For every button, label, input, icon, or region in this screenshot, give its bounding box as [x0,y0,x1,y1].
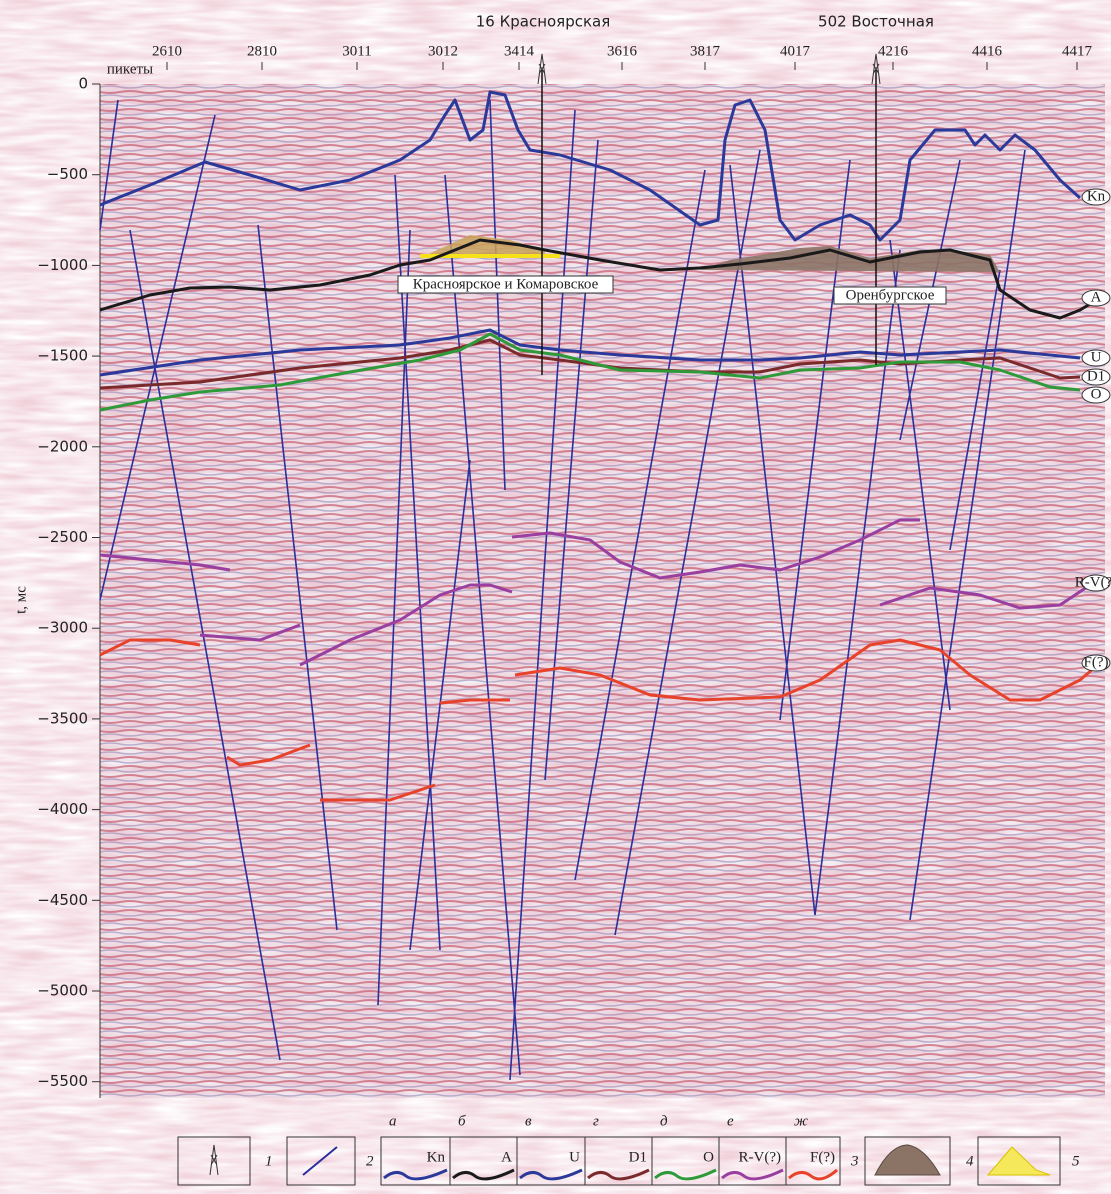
y-tick-label: −3000 [37,619,88,637]
picket: 4417 [1062,43,1093,59]
picket: 4416 [972,43,1003,59]
legend-number: 1 [265,1153,273,1169]
faults [99,99,1026,1081]
legend-line [587,1168,650,1181]
horizons [99,90,1101,802]
legend-line [452,1168,515,1181]
y-tick-label: 0 [78,75,88,93]
well-label: 502 Восточная [818,13,934,31]
picket: 3817 [690,43,721,59]
picket: 3012 [428,43,458,59]
field-box [397,275,614,294]
horizon-label: A [1091,289,1102,305]
legend-letter: д [660,1113,668,1129]
legend-letter: ж [794,1113,808,1129]
legend-line [721,1168,784,1181]
y-tick-label: −5000 [37,982,88,1000]
picket: 4017 [780,43,811,59]
legend-number: 5 [1072,1153,1080,1169]
horizon-label: O [1091,386,1102,402]
picket: 3616 [607,43,638,59]
y-tick-label: −500 [47,165,88,183]
picket: 3011 [342,43,371,59]
legend-horizon: O [703,1149,714,1165]
y-tick-label: −2000 [37,437,88,455]
legend-number: 3 [850,1153,859,1169]
horizon-tag [1081,368,1111,386]
legend-horizon: U [569,1149,580,1165]
horizon-label: D1 [1087,368,1105,384]
horizon-tag [1081,349,1111,367]
legend-line [383,1168,448,1181]
y-tick-label: −5500 [37,1072,88,1090]
field-box [833,286,947,305]
wells [537,53,881,375]
picket: 2810 [247,43,277,59]
field-label: Красноярское и Комаровское [413,276,599,292]
picket: 4216 [878,43,909,59]
legend-horizon: D1 [629,1149,647,1165]
legend-horizon: Kn [427,1149,446,1165]
y-tick-label: −4000 [37,800,88,818]
pickets-label: пикеты [107,61,153,77]
horizon-label: Kn [1087,188,1106,204]
y-tick-label: −4500 [37,891,88,909]
horizon-label: R-V(?) [1075,574,1111,590]
legend-horizon: A [501,1149,512,1165]
legend-letter: г [593,1113,599,1129]
horizon-tag [1081,386,1111,404]
legend-letter: е [727,1113,734,1129]
y-tick-label: −2500 [37,528,88,546]
legend-line [654,1168,717,1181]
legend-horizon: F(?) [810,1149,835,1165]
y-tick-label: −3500 [37,709,88,727]
horizon-tag [1081,188,1111,206]
legend-letter: в [525,1113,532,1129]
picket: 2610 [152,43,182,59]
legend: 1 2 3 4 5 а Kn б Aв Uг D1 д Oе R-V(?) ж F(?) [177,1113,1080,1186]
horizon-tag [1081,574,1111,592]
y-axis-label: t, мс [13,586,29,614]
well-label: 16 Красноярская [476,13,611,31]
field-label: Оренбургское [846,287,935,303]
legend-letter: а [389,1113,397,1129]
horizon-tag [1081,654,1111,672]
horizon-tag [1081,289,1111,307]
horizon-label: U [1091,349,1102,365]
y-tick-label: −1000 [37,256,88,274]
legend-letter: б [458,1113,466,1129]
legend-number: 4 [966,1153,974,1169]
legend-line [788,1168,838,1181]
legend-number: 2 [366,1153,374,1169]
legend-horizon: R-V(?) [739,1149,781,1165]
y-tick-label: −1500 [37,347,88,365]
horizon-label: F(?) [1084,654,1109,670]
picket: 3414 [504,43,535,59]
legend-line [519,1168,583,1181]
